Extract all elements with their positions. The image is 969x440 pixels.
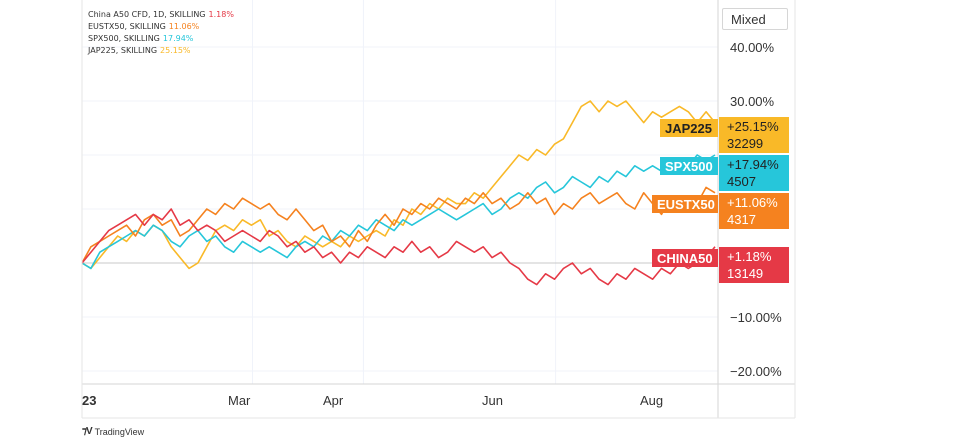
- badge-percent: +11.06%: [727, 195, 778, 210]
- series-line-jap225: [81, 100, 716, 270]
- badge-price: 4507: [727, 174, 756, 189]
- legend-label: JAP225, SKILLING: [88, 46, 158, 55]
- series-line-spx500: [81, 154, 716, 270]
- legend-item-jap225: JAP225, SKILLING 25.15%: [88, 45, 234, 57]
- y-axis-ticks: 40.00% 30.00% −10.00% −20.00%: [730, 40, 782, 379]
- badge-price: 13149: [727, 266, 763, 281]
- badge-name-box: [652, 249, 718, 267]
- y-tick-label: 30.00%: [730, 94, 775, 109]
- series-badge-china50: CHINA50 +1.18% 13149: [652, 247, 789, 283]
- tradingview-logo-icon: ⁊V: [82, 426, 93, 437]
- badge-price: 4317: [727, 212, 756, 227]
- legend-label: EUSTX50, SKILLING: [88, 22, 166, 31]
- x-tick-label: Aug: [640, 393, 663, 408]
- legend-value: 25.15%: [160, 46, 191, 55]
- legend-label: China A50 CFD, 1D, SKILLING: [88, 10, 206, 19]
- legend-label: SPX500, SKILLING: [88, 34, 160, 43]
- badge-price: 32299: [727, 136, 763, 151]
- badge-percent: +17.94%: [727, 157, 779, 172]
- badge-percent: +25.15%: [727, 119, 779, 134]
- legend-item-eustx50: EUSTX50, SKILLING 11.06%: [88, 21, 234, 33]
- x-tick-label: Mar: [228, 393, 251, 408]
- legend-value: 17.94%: [162, 34, 194, 43]
- badge-name-box: [660, 157, 718, 175]
- x-tick-label: Jun: [482, 393, 503, 408]
- badge-value-box: [719, 155, 789, 191]
- series-lines: [81, 100, 716, 286]
- grid-lines: [82, 0, 719, 384]
- legend-item-china50: China A50 CFD, 1D, SKILLING 1.18%: [88, 9, 234, 21]
- legend-value: 1.18%: [208, 10, 234, 19]
- badge-name: JAP225: [665, 121, 712, 136]
- badge-value-box: [719, 117, 789, 153]
- brand-label: TradingView: [94, 426, 145, 437]
- series-badges: JAP225 +25.15% 32299 SPX500 +17.94% 4507 EUSTX…: [652, 117, 789, 283]
- series-line-eustx50: [81, 186, 716, 264]
- badge-name: EUSTX50: [657, 197, 715, 212]
- badge-name-box: [652, 195, 718, 213]
- x-tick-label: 23: [82, 393, 96, 408]
- y-tick-label: −10.00%: [730, 310, 782, 325]
- legend-item-spx500: SPX500, SKILLING 17.94%: [88, 33, 234, 45]
- series-badge-eustx50: EUSTX50 +11.06% 4317: [652, 193, 789, 229]
- series-badge-jap225: JAP225 +25.15% 32299: [660, 117, 789, 153]
- y-tick-label: −20.00%: [730, 364, 782, 379]
- badge-name: SPX500: [665, 159, 713, 174]
- badge-percent: +1.18%: [727, 249, 772, 264]
- legend: China A50 CFD, 1D, SKILLING 1.18% EUSTX50…: [88, 9, 234, 57]
- tradingview-logo: ⁊V TradingView: [82, 426, 144, 437]
- badge-value-box: [719, 247, 789, 283]
- x-axis-ticks: 23 Mar Apr Jun Aug: [82, 393, 663, 408]
- series-badge-spx500: SPX500 +17.94% 4507: [660, 155, 789, 191]
- scale-mode-button[interactable]: Mixed: [722, 8, 788, 30]
- y-tick-label: 40.00%: [730, 40, 775, 55]
- legend-value: 11.06%: [168, 22, 200, 31]
- series-line-china50: [81, 208, 716, 286]
- badge-name-box: [660, 119, 718, 137]
- badge-value-box: [719, 193, 789, 229]
- x-tick-label: Apr: [323, 393, 344, 408]
- badge-name: CHINA50: [657, 251, 713, 266]
